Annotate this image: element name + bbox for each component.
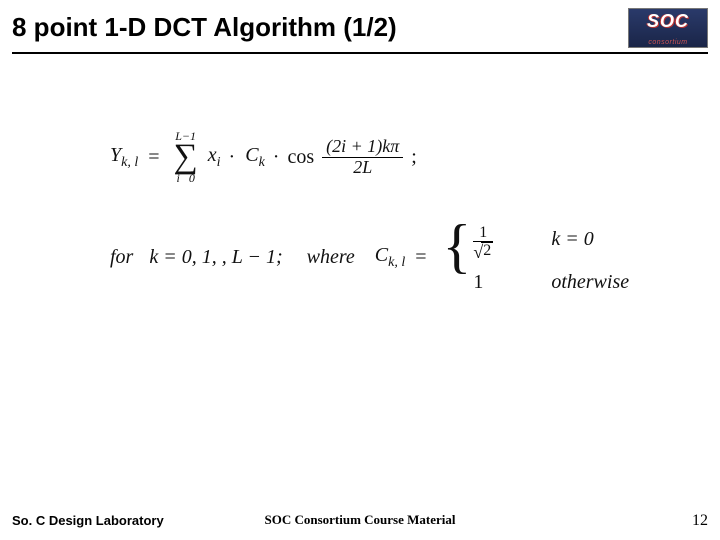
eq1-x: x xyxy=(208,144,217,166)
logo-sub-text: consortium xyxy=(629,39,707,46)
sum-lower-i: i xyxy=(176,171,179,185)
eq1-semicolon: ; xyxy=(411,146,417,169)
left-brace: { xyxy=(443,220,472,294)
header: 8 point 1-D DCT Algorithm (1/2) SOC cons… xyxy=(12,8,708,48)
case-row-2: 1 otherwise xyxy=(473,271,629,294)
soc-logo: SOC consortium xyxy=(628,8,708,48)
eq1-Y-sub: k, l xyxy=(121,155,138,170)
cos-label: cos xyxy=(287,146,314,169)
case1-value: 1 √ 2 xyxy=(473,220,529,259)
eq1-c: C xyxy=(245,144,258,166)
ckl-base: C xyxy=(375,244,388,266)
logo-main-text: SOC xyxy=(629,11,707,32)
eq1-lhs: Yk, l xyxy=(110,144,138,171)
eq1-c-sub: k xyxy=(259,155,265,170)
eq2-equals: = xyxy=(415,246,426,269)
footer-center: SOC Consortium Course Material xyxy=(12,512,708,528)
k-range: k = 0, 1, , L − 1; xyxy=(149,246,282,269)
sigma-symbol: ∑ xyxy=(174,142,198,172)
ckl-symbol: Ck, l xyxy=(375,244,405,271)
case1-num: 1 xyxy=(479,225,487,241)
case2-value: 1 xyxy=(473,271,529,294)
radicand: 2 xyxy=(481,242,493,259)
eq1-dot2: · xyxy=(273,146,280,169)
slide: 8 point 1-D DCT Algorithm (1/2) SOC cons… xyxy=(0,0,720,540)
summation: L−1 ∑ i 0 xyxy=(174,130,198,184)
equation-dct-sum: Yk, l = L−1 ∑ i 0 xi · Ck · cos (2i + 1)… xyxy=(110,130,640,184)
cases-block: { 1 √ 2 xyxy=(443,220,630,294)
eq1-frac-num: (2i + 1)kπ xyxy=(322,137,403,157)
case1-frac: 1 √ 2 xyxy=(473,225,493,259)
equation-conditions: for k = 0, 1, , L − 1; where Ck, l = { 1 xyxy=(110,220,640,294)
case1-cond: k = 0 xyxy=(551,228,593,251)
sum-lower-0: 0 xyxy=(189,171,195,185)
eq1-dot1: · xyxy=(229,146,236,169)
case2-cond: otherwise xyxy=(551,271,629,294)
where-label: where xyxy=(307,246,355,269)
content-area: Yk, l = L−1 ∑ i 0 xi · Ck · cos (2i + 1)… xyxy=(0,130,720,294)
case-row-1: 1 √ 2 k = 0 xyxy=(473,220,629,259)
title-rule xyxy=(12,52,708,54)
for-label: for xyxy=(110,246,133,269)
cases-list: 1 √ 2 k = 0 xyxy=(473,220,629,294)
eq1-equals: = xyxy=(148,146,159,169)
eq1-x-sub: i xyxy=(217,155,221,170)
page-title: 8 point 1-D DCT Algorithm (1/2) xyxy=(12,12,397,43)
case1-den: √ 2 xyxy=(473,242,493,259)
sum-lower: i 0 xyxy=(176,172,194,184)
ckl-sub: k, l xyxy=(388,255,405,270)
eq1-frac-den: 2L xyxy=(349,158,376,178)
sqrt: √ 2 xyxy=(473,242,493,259)
eq1-ck: Ck xyxy=(245,144,265,171)
footer: So. C Design Laboratory SOC Consortium C… xyxy=(12,512,708,530)
eq1-xi: xi xyxy=(208,144,221,171)
eq1-fraction: (2i + 1)kπ 2L xyxy=(322,137,403,178)
eq1-Y: Y xyxy=(110,144,121,166)
